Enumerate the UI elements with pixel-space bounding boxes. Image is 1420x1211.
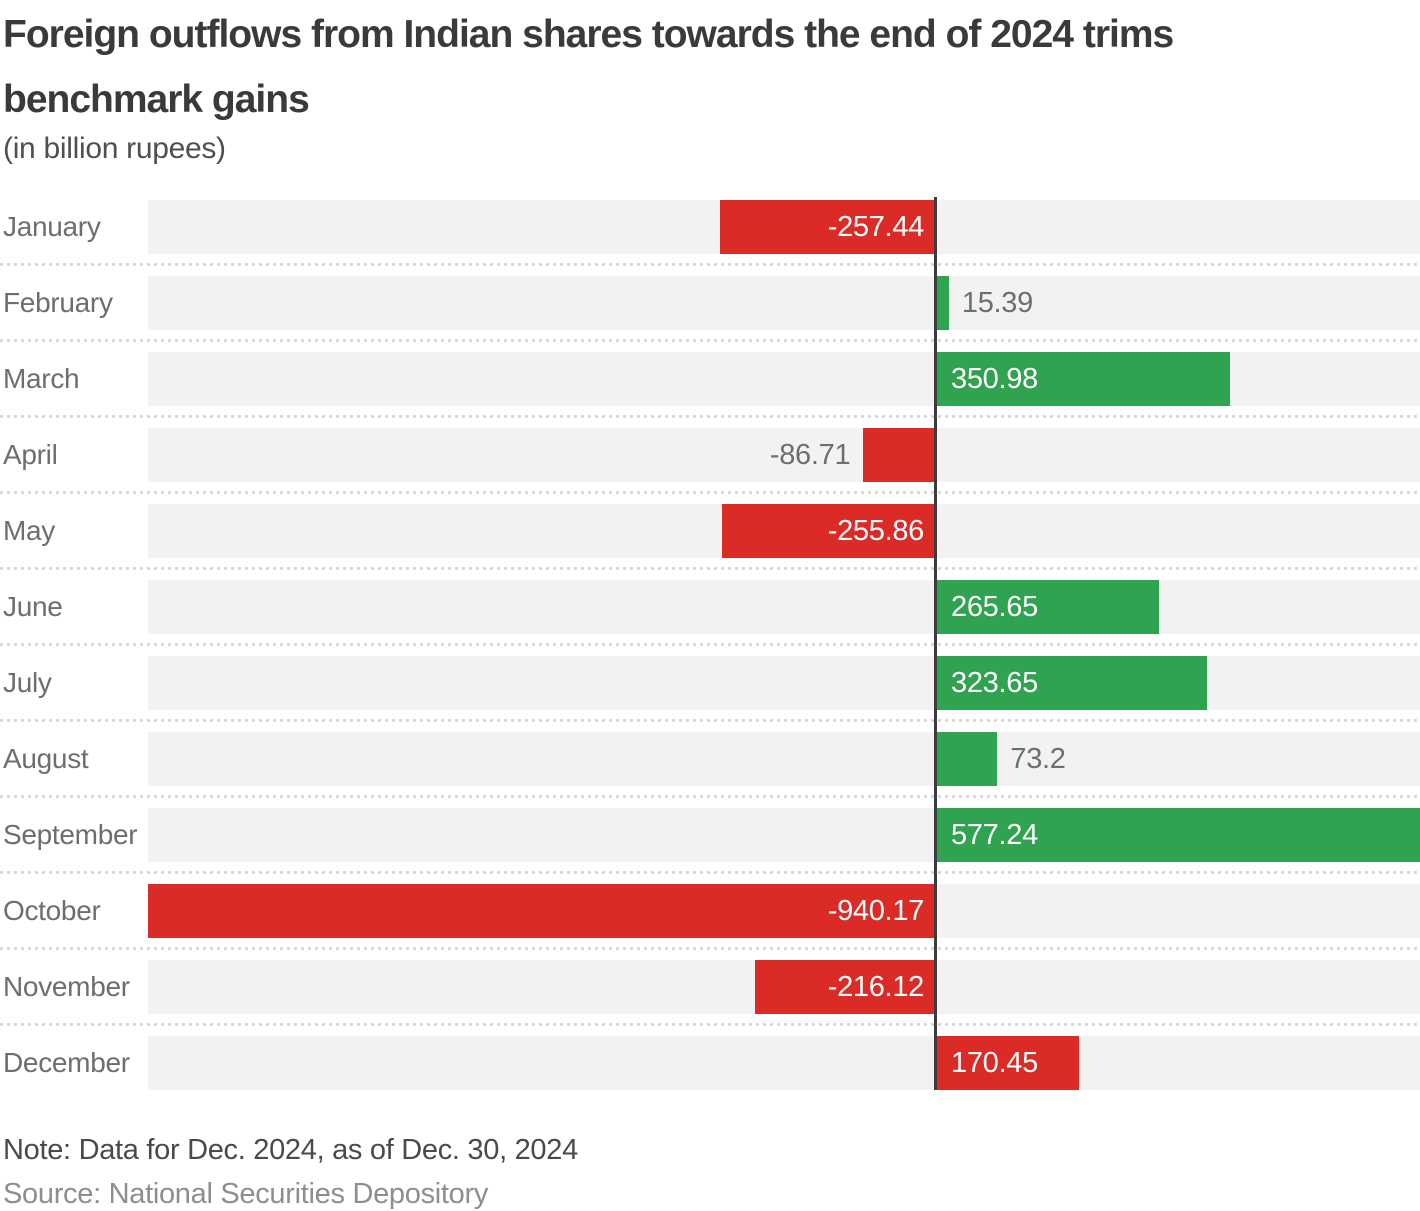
value-label: 323.65 (951, 667, 1038, 699)
row-separator (0, 339, 1420, 342)
row-separator (0, 1023, 1420, 1026)
month-label: December (3, 1047, 130, 1078)
zero-axis-line (934, 197, 937, 1090)
negative-bar (754, 960, 936, 1014)
bar-row: July 323.65 (0, 656, 1420, 710)
row-separator (0, 263, 1420, 266)
negative-bar (720, 200, 936, 254)
month-label: September (3, 819, 138, 850)
value-label: -257.44 (827, 211, 925, 243)
value-label: 577.24 (951, 819, 1038, 851)
bar-row: March 350.98 (0, 352, 1420, 406)
bar-track (148, 276, 1420, 330)
positive-bar (936, 352, 1231, 406)
row-separator (0, 567, 1420, 570)
row-separator (0, 643, 1420, 646)
chart-title: Foreign outflows from Indian shares towa… (3, 2, 1174, 132)
positive-bar (936, 732, 998, 786)
row-separator (0, 871, 1420, 874)
positive-bar (936, 580, 1159, 634)
month-label: November (3, 971, 130, 1002)
value-label: 170.45 (951, 1047, 1038, 1079)
bar-row: January -257.44 (0, 200, 1420, 254)
bar-rows: January -257.44 February 15.39 March 350.98 Ap… (0, 200, 1420, 1090)
positive-bar (936, 656, 1208, 710)
row-separator (0, 719, 1420, 722)
month-label: March (3, 363, 80, 394)
bar-row: October -940.17 (0, 884, 1420, 938)
negative-bar (863, 428, 936, 482)
negative-bar (721, 504, 936, 558)
month-label: October (3, 895, 101, 926)
bar-track (148, 732, 1420, 786)
chart-title-line1: Foreign outflows from Indian shares towa… (3, 13, 1174, 56)
bar-track (148, 580, 1420, 634)
bar-row: June 265.65 (0, 580, 1420, 634)
bar-row: August 73.2 (0, 732, 1420, 786)
value-label: 350.98 (951, 363, 1038, 395)
row-separator (0, 947, 1420, 950)
chart-note: Note: Data for Dec. 2024, as of Dec. 30,… (3, 1134, 578, 1166)
bar-row: February 15.39 (0, 276, 1420, 330)
month-label: February (3, 287, 113, 318)
month-label: June (3, 591, 63, 622)
month-label: July (3, 667, 52, 698)
value-label: 73.2 (1010, 743, 1066, 775)
value-label: 15.39 (961, 287, 1033, 319)
value-label: -86.71 (769, 439, 851, 471)
month-label: January (3, 211, 101, 242)
bar-track (148, 428, 1420, 482)
negative-bar (147, 884, 936, 938)
bar-row: September 577.24 (0, 808, 1420, 862)
value-label: 265.65 (951, 591, 1038, 623)
bar-track (148, 1036, 1420, 1090)
positive-bar (936, 276, 949, 330)
bar-row: April -86.71 (0, 428, 1420, 482)
month-label: May (3, 515, 55, 546)
bar-row: May -255.86 (0, 504, 1420, 558)
value-label: -940.17 (827, 895, 925, 927)
value-label: -255.86 (827, 515, 925, 547)
positive-bar (936, 808, 1420, 862)
month-label: April (3, 439, 58, 470)
bar-row: November -216.12 (0, 960, 1420, 1014)
row-separator (0, 491, 1420, 494)
chart-subtitle: (in billion rupees) (3, 132, 226, 165)
value-label: -216.12 (827, 971, 925, 1003)
row-separator (0, 415, 1420, 418)
positive-bar (936, 1036, 1079, 1090)
chart-title-line2: benchmark gains (3, 78, 310, 121)
month-label: August (3, 743, 89, 774)
row-separator (0, 795, 1420, 798)
chart-source: Source: National Securities Depository (3, 1178, 489, 1210)
bar-track (148, 656, 1420, 710)
bar-row: December 170.45 (0, 1036, 1420, 1090)
